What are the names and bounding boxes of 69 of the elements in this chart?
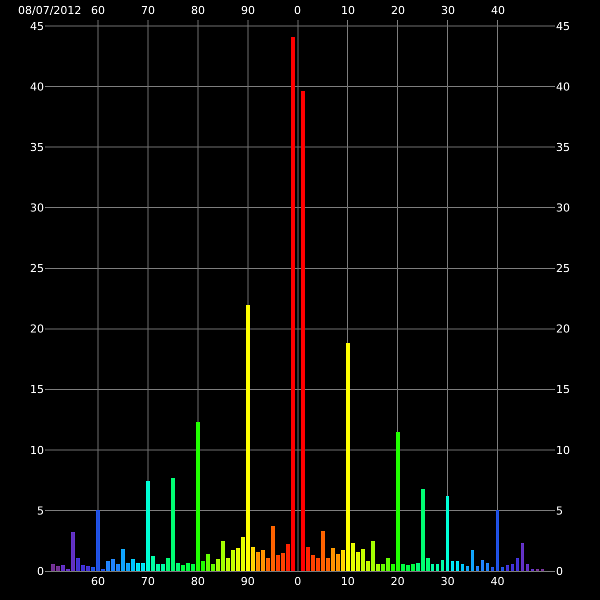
x-tick-label: 60 — [91, 4, 105, 17]
x-tick-label: 70 — [141, 4, 155, 17]
y2-tick-label: 20 — [556, 322, 570, 336]
bar — [146, 481, 150, 571]
bar — [486, 563, 489, 571]
bar — [286, 544, 290, 571]
y2-tick-label: 10 — [556, 444, 570, 457]
y-tick-label: 35 — [30, 141, 44, 154]
category-label: 60 — [90, 575, 105, 588]
y2-tick-label: 35 — [556, 141, 570, 154]
y2-tick-label: 0 — [556, 564, 563, 578]
bar — [346, 343, 350, 571]
category-label: 0 — [294, 575, 302, 588]
y-tick-label: 5 — [37, 504, 44, 518]
bar — [301, 91, 305, 571]
bar — [291, 37, 295, 571]
x-tick-label: 90 — [241, 4, 255, 17]
bar — [446, 496, 449, 571]
category-label: 80 — [190, 575, 205, 588]
bar — [431, 564, 434, 571]
x-tick-label: 30 — [441, 4, 455, 17]
bar — [441, 560, 444, 571]
bar — [511, 564, 514, 571]
text: 08/07/2012 — [18, 4, 82, 17]
y2-tick-label: 25 — [556, 262, 570, 276]
bar — [516, 558, 519, 571]
bar — [251, 547, 255, 571]
bar — [341, 550, 345, 571]
category-label: 70 — [140, 575, 155, 588]
bar — [451, 561, 454, 571]
category-label: 20 — [390, 575, 405, 588]
y-tick-label: 0 — [37, 564, 44, 578]
y2-tick-label: 15 — [556, 383, 570, 396]
y2-tick-label: 45 — [556, 20, 570, 33]
bar — [481, 560, 484, 571]
x-tick-label: 10 — [341, 4, 355, 17]
bar — [501, 567, 504, 571]
y-tick-label: 10 — [30, 444, 44, 457]
category-label: 40 — [490, 575, 505, 588]
x-tick-label: 80 — [191, 4, 205, 17]
bar — [461, 564, 464, 571]
y2-tick-label: 30 — [556, 202, 570, 215]
category-label: 90 — [240, 575, 255, 588]
bar — [131, 559, 135, 571]
bar — [476, 566, 479, 571]
x-tick-label: 20 — [391, 4, 405, 17]
category-label: 10 — [340, 575, 355, 588]
y-tick-label: 15 — [30, 383, 44, 396]
y2-tick-label: 40 — [556, 80, 570, 94]
bar — [491, 567, 494, 571]
bar — [526, 564, 529, 571]
bar — [521, 543, 524, 571]
bar — [306, 547, 310, 571]
bar — [496, 510, 499, 571]
y-tick-label: 20 — [30, 322, 44, 336]
y2-tick-label: 5 — [556, 504, 563, 518]
bar — [471, 550, 474, 571]
x-tick-label: 0 — [294, 4, 301, 17]
y-tick-label: 30 — [30, 202, 44, 215]
y-tick-label: 40 — [30, 80, 44, 94]
bar — [466, 566, 469, 571]
bar — [506, 565, 509, 571]
bar — [436, 564, 439, 571]
y-tick-label: 45 — [30, 20, 44, 33]
category-label: 30 — [440, 575, 455, 588]
x-tick-label: 40 — [491, 4, 505, 17]
bar — [246, 305, 250, 571]
bar — [456, 561, 459, 571]
y-tick-label: 25 — [30, 262, 44, 276]
